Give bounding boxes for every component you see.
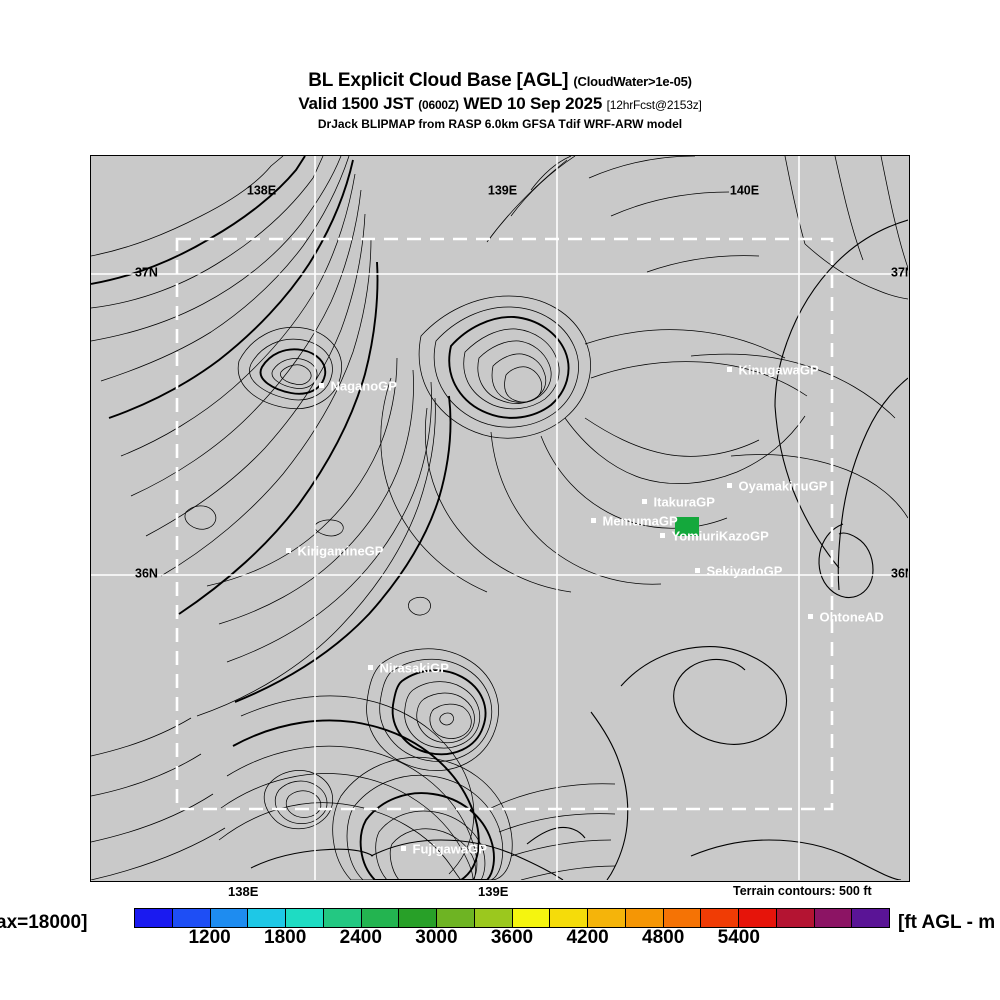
lon-label-138E-bottom: 138E — [228, 884, 259, 899]
station-kinugawagp[interactable]: KinugawaGP — [727, 363, 819, 378]
station-sekiyadogp[interactable]: SekiyadoGP — [695, 564, 783, 579]
colorbar-segment-0 — [135, 909, 173, 927]
colorbar-segment-1 — [172, 909, 211, 927]
colorbar-segment-19 — [852, 909, 889, 927]
lat-label-37N-0: 37N — [135, 266, 158, 280]
colorbar-segment-9 — [474, 909, 513, 927]
station-kirigaminegp[interactable]: KirigamineGP — [286, 544, 384, 559]
grid-label-group: 138E 139E 140E 37N 37N 36N 36N — [135, 184, 908, 581]
title-line-1: BL Explicit Cloud Base [AGL] (CloudWater… — [0, 70, 1000, 93]
colorbar-segment-2 — [210, 909, 249, 927]
station-oyamakinugp[interactable]: OyamakinuGP — [727, 479, 828, 494]
colorbar-segment-6 — [361, 909, 400, 927]
title-cloudwater-threshold: (CloudWater>1e-05) — [573, 74, 692, 89]
model-source-line: DrJack BLIPMAP from RASP 6.0km GFSA Tdif… — [317, 117, 683, 131]
max-value-label: ax=18000] — [0, 912, 88, 933]
colorbar-segment-13 — [625, 909, 664, 927]
station-marker-icon — [727, 367, 732, 372]
colorbar-tick-4800: 4800 — [642, 927, 685, 948]
station-marker-icon — [286, 548, 291, 553]
colorbar[interactable] — [134, 908, 890, 928]
lon-label-139E-top-1: 139E — [488, 184, 517, 198]
station-yomiurikazogp[interactable]: YomiuriKazoGP — [660, 529, 769, 544]
station-label: KinugawaGP — [739, 363, 820, 378]
station-naganogp[interactable]: NaganoGP — [319, 379, 397, 394]
station-label: OhtoneAD — [820, 610, 884, 625]
colorbar-tick-3600: 3600 — [490, 927, 534, 948]
station-label: YomiuriKazoGP — [672, 529, 770, 544]
valid-time: Valid 1500 JST — [298, 94, 414, 113]
station-label: NaganoGP — [331, 379, 398, 394]
colorbar-tick-4200: 4200 — [566, 927, 609, 948]
station-marker-icon — [727, 483, 732, 488]
station-label: NirasakiGP — [380, 661, 450, 676]
colorbar-segment-17 — [776, 909, 815, 927]
station-marker-icon — [368, 665, 373, 670]
station-marker-icon — [695, 568, 700, 573]
lon-label-140E-top-2: 140E — [730, 184, 759, 198]
colorbar-segment-11 — [550, 909, 588, 927]
station-memumagp[interactable]: MemumaGP — [591, 514, 678, 529]
colorbar-segment-12 — [588, 909, 626, 927]
station-marker-icon — [319, 383, 324, 388]
colorbar-segment-4 — [286, 909, 324, 927]
station-fujigawagp[interactable]: FujigawaGP — [401, 842, 487, 857]
title-block: BL Explicit Cloud Base [AGL] (CloudWater… — [0, 70, 1000, 133]
valid-time-utc: (0600Z) — [418, 98, 459, 112]
colorbar-segment-18 — [814, 909, 853, 927]
title-main: BL Explicit Cloud Base [AGL] — [308, 70, 569, 91]
colorbar-tick-5400: 5400 — [717, 927, 760, 948]
cloud-base-patch — [675, 517, 699, 536]
lon-label-139E-bottom: 139E — [478, 884, 509, 899]
station-label: OyamakinuGP — [739, 479, 828, 494]
lat-label-36N-2: 36N — [135, 567, 158, 581]
station-ohtonead[interactable]: OhtoneAD — [808, 610, 884, 625]
terrain-contour-group — [91, 156, 908, 880]
station-marker-icon — [642, 499, 647, 504]
colorbar-segment-10 — [512, 909, 551, 927]
colorbar-segment-15 — [701, 909, 739, 927]
colorbar-tick-group: 1200 1800 2400 3000 3600 4200 4800 5400 — [0, 927, 1000, 953]
colorbar-segment-8 — [437, 909, 475, 927]
station-label: KirigamineGP — [298, 544, 384, 559]
coastline-group — [250, 219, 908, 880]
colorbar-segment-5 — [323, 909, 362, 927]
title-line-2: Valid 1500 JST (0600Z) WED 10 Sep 2025 [… — [0, 93, 1000, 116]
terrain-contour-note: Terrain contours: 500 ft — [733, 884, 872, 898]
colorbar-tick-3000: 3000 — [415, 927, 458, 948]
colorbar-segment-7 — [399, 909, 437, 927]
station-group: NaganoGP KinugawaGP OyamakinuGP ItakuraGP Me… — [286, 363, 884, 857]
station-label: ItakuraGP — [654, 495, 716, 510]
station-itakuragp[interactable]: ItakuraGP — [642, 495, 715, 510]
colorbar-tick-2400: 2400 — [339, 927, 382, 948]
colorbar-tick-1800: 1800 — [264, 927, 307, 948]
colorbar-segment-16 — [739, 909, 777, 927]
colorbar-units-label: [ft AGL - m — [898, 912, 996, 933]
station-label: FujigawaGP — [413, 842, 488, 857]
lat-label-36N-3: 36N — [891, 567, 908, 581]
inner-domain-box — [175, 237, 834, 811]
map-canvas: 138E 139E 140E 37N 37N 36N 36N NaganoGP Kinugaw… — [91, 156, 908, 880]
forecast-stamp: [12hrFcst@2153z] — [606, 98, 702, 112]
colorbar-segment-14 — [663, 909, 702, 927]
lat-lon-grid — [91, 156, 908, 880]
station-nirasakigp[interactable]: NirasakiGP — [368, 661, 449, 676]
valid-date: WED 10 Sep 2025 — [463, 94, 603, 113]
colorbar-tick-1200: 1200 — [188, 927, 231, 948]
station-label: SekiyadoGP — [707, 564, 783, 579]
colorbar-segment-3 — [248, 909, 286, 927]
station-marker-icon — [401, 846, 406, 851]
station-marker-icon — [808, 614, 813, 619]
lat-label-37N-1: 37N — [891, 266, 908, 280]
lon-label-138E-top-0: 138E — [247, 184, 276, 198]
map-panel[interactable]: 138E 139E 140E 37N 37N 36N 36N NaganoGP Kinugaw… — [90, 155, 910, 882]
station-marker-icon — [591, 518, 596, 523]
station-marker-icon — [660, 533, 665, 538]
station-label: MemumaGP — [603, 514, 678, 529]
